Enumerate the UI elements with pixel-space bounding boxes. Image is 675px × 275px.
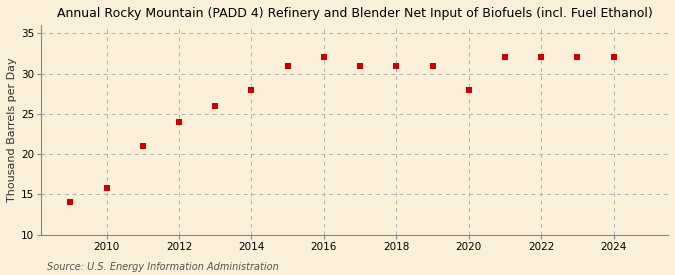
Point bbox=[536, 55, 547, 60]
Point bbox=[210, 104, 221, 108]
Point bbox=[137, 144, 148, 148]
Point bbox=[101, 186, 112, 190]
Point bbox=[391, 63, 402, 68]
Point bbox=[464, 87, 475, 92]
Point bbox=[319, 55, 329, 60]
Point bbox=[500, 55, 510, 60]
Title: Annual Rocky Mountain (PADD 4) Refinery and Blender Net Input of Biofuels (incl.: Annual Rocky Mountain (PADD 4) Refinery … bbox=[57, 7, 653, 20]
Point bbox=[572, 55, 583, 60]
Point bbox=[246, 87, 256, 92]
Point bbox=[608, 55, 619, 60]
Y-axis label: Thousand Barrels per Day: Thousand Barrels per Day bbox=[7, 58, 17, 202]
Point bbox=[173, 120, 184, 124]
Text: Source: U.S. Energy Information Administration: Source: U.S. Energy Information Administ… bbox=[47, 262, 279, 272]
Point bbox=[427, 63, 438, 68]
Point bbox=[282, 63, 293, 68]
Point bbox=[65, 200, 76, 205]
Point bbox=[355, 63, 366, 68]
